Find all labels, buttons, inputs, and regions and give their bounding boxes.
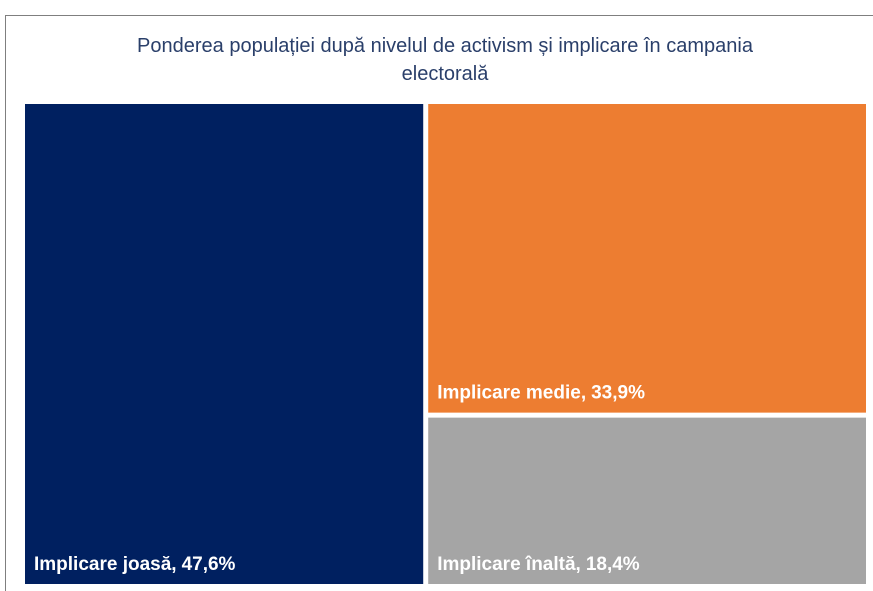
tile-label: Implicare joasă, 47,6% bbox=[34, 554, 236, 575]
title-line: Ponderea populației după nivelul de acti… bbox=[137, 35, 754, 57]
tile-label: Implicare înaltă, 18,4% bbox=[437, 554, 640, 575]
tile-value: 18,4% bbox=[586, 554, 640, 575]
tile-category: Implicare joasă, bbox=[34, 554, 177, 575]
chart-title: Ponderea populației după nivelul de acti… bbox=[137, 35, 754, 85]
tile-category: Implicare înaltă, bbox=[437, 554, 581, 575]
tile bbox=[25, 104, 424, 584]
tile bbox=[428, 104, 866, 413]
tile-value: 33,9% bbox=[591, 383, 645, 404]
tile bbox=[428, 417, 866, 584]
title-line: electorală bbox=[402, 63, 490, 85]
tile-value: 47,6% bbox=[182, 554, 236, 575]
tile-label: Implicare medie, 33,9% bbox=[437, 383, 645, 404]
tile-category: Implicare medie, bbox=[437, 383, 586, 404]
